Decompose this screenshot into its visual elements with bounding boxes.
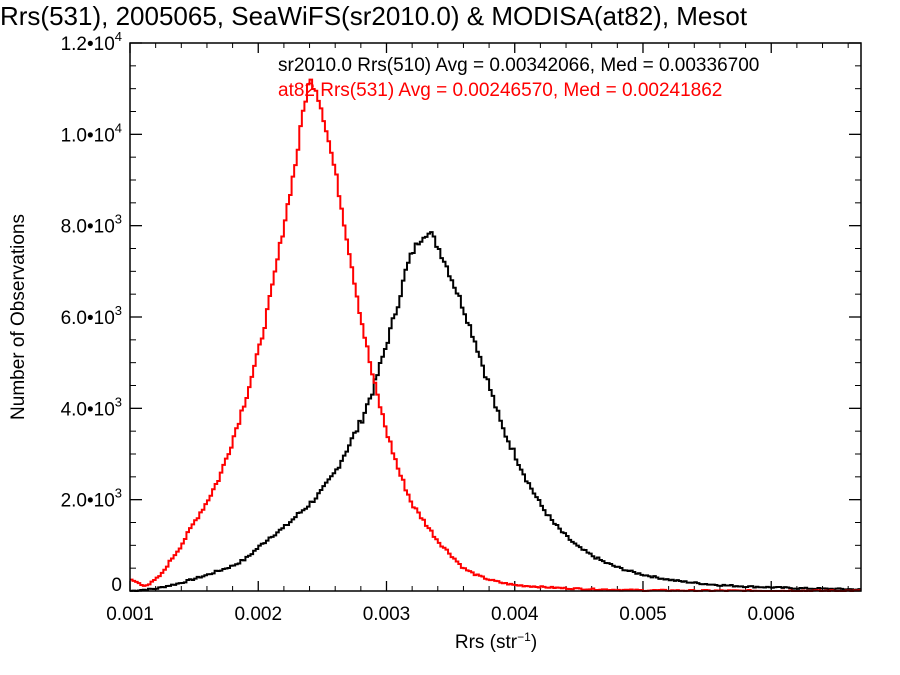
x-axis-label-sup: −1 [517, 630, 531, 644]
y-tick-mantissa-0: 0 [111, 575, 122, 596]
x-tick-label-1: 0.002 [234, 604, 282, 625]
chart-title: Rrs(531), 2005065, SeaWiFS(sr2010.0) & M… [0, 1, 748, 31]
series-layer [130, 78, 861, 592]
x-tick-label-0: 0.001 [106, 604, 154, 625]
y-tick-mantissa-2: 4.0•10 [61, 399, 115, 420]
y-tick-mantissa-5: 1.0•10 [61, 125, 115, 146]
y-tick-exponent-3: 3 [115, 303, 122, 318]
x-axis-label-close: ) [531, 632, 537, 653]
y-tick-exponent-2: 3 [115, 394, 122, 409]
x-axis-label-main: Rrs (str [455, 632, 518, 653]
plot-frame [129, 42, 862, 592]
y-tick-label-2: 4.0•103 [61, 394, 122, 420]
x-tick-label-3: 0.004 [491, 604, 539, 625]
y-tick-exponent-5: 4 [115, 120, 122, 135]
axis-ticks [129, 42, 861, 592]
x-tick-label-5: 0.006 [747, 604, 795, 625]
y-tick-exponent-4: 3 [115, 212, 122, 227]
y-tick-mantissa-4: 8.0•10 [61, 217, 115, 238]
y-tick-exponent-6: 4 [115, 29, 122, 44]
series-line-1 [130, 78, 861, 592]
series-line-0 [130, 231, 861, 592]
y-tick-label-4: 8.0•103 [61, 212, 122, 238]
legend-entry-red: at82 Rrs(531) Avg = 0.00246570, Med = 0.… [278, 80, 722, 101]
y-tick-label-0: 0 [111, 575, 122, 596]
x-axis-label: Rrs (str−1) [455, 630, 537, 653]
x-tick-label-2: 0.003 [363, 604, 411, 625]
y-axis-label: Number of Observations [8, 214, 29, 420]
y-tick-label-6: 1.2•104 [61, 29, 122, 55]
y-tick-exponent-1: 3 [115, 486, 122, 501]
y-tick-mantissa-1: 2.0•10 [61, 491, 115, 512]
y-tick-label-3: 6.0•103 [61, 303, 122, 329]
y-tick-label-5: 1.0•104 [61, 120, 122, 146]
y-tick-mantissa-6: 1.2•10 [61, 34, 115, 55]
tick-labels: 0.001 0.002 0.003 0.004 0.005 0.00602.0•1034.… [61, 29, 795, 625]
y-tick-label-1: 2.0•103 [61, 486, 122, 512]
y-tick-mantissa-3: 6.0•10 [61, 308, 115, 329]
x-tick-label-4: 0.005 [619, 604, 667, 625]
legend-entry-black: sr2010.0 Rrs(510) Avg = 0.00342066, Med … [278, 55, 759, 76]
